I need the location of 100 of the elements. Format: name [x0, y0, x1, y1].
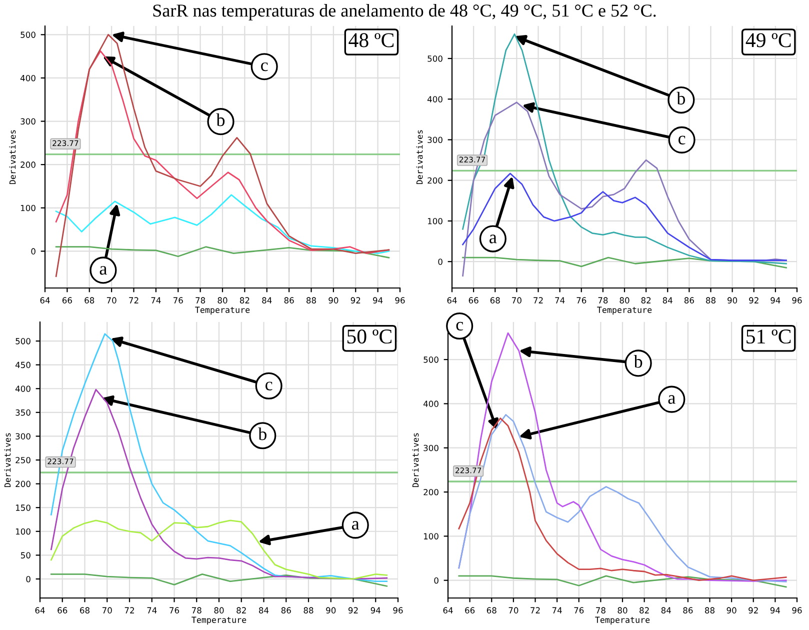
y-tick-label: 400: [423, 400, 438, 407]
x-tick-label: 94: [370, 607, 380, 614]
x-tick-label: 64: [35, 607, 45, 614]
y-tick-label: 50: [21, 552, 30, 558]
x-tick-label: 74: [151, 297, 161, 304]
x-tick-label: 88: [304, 607, 314, 614]
chart-title: SarR nas temperaturas de anelamento de 48 °C, 49 °C, 51 °C e 52 °C.: [153, 4, 656, 20]
y-tick-label: 400: [20, 74, 36, 82]
x-tick-label: 96: [792, 607, 802, 614]
y-tick-label: 200: [16, 480, 30, 488]
annotation: c: [678, 136, 686, 144]
y-axis-title: Derivatives: [4, 433, 11, 488]
x-tick-label: 66: [465, 607, 475, 614]
x-tick-label: 76: [574, 607, 584, 614]
y-tick-label: 300: [20, 118, 36, 125]
annotation: a: [668, 395, 676, 404]
x-tick-label: 88: [705, 607, 714, 614]
y-tick-label: 0: [434, 577, 438, 584]
annotation: b: [216, 113, 225, 126]
annotation: 51 ºC: [746, 330, 791, 344]
y-tick-label: 0: [31, 248, 36, 254]
x-axis-title: Temperature: [597, 306, 652, 315]
x-tick-label: 76: [576, 297, 586, 304]
y-tick-label: 350: [16, 409, 30, 416]
x-tick-label: 70: [508, 607, 518, 614]
annotation: 49 ºC: [746, 33, 791, 48]
x-tick-label: 70: [106, 297, 116, 304]
x-tick-label: 84: [262, 297, 272, 304]
x-tick-label: 68: [490, 297, 500, 304]
y-tick-label: 300: [16, 433, 30, 440]
y-tick-label: 500: [16, 338, 30, 344]
x-tick-label: 94: [373, 297, 383, 304]
x-tick-label: 90: [728, 297, 738, 304]
y-tick-label: 500: [428, 55, 442, 62]
x-tick-label: 90: [328, 297, 338, 304]
x-tick-label: 80: [218, 297, 228, 304]
annotation: a: [352, 521, 360, 530]
x-tick-label: 68: [80, 607, 90, 614]
y-tick-label: 100: [20, 204, 36, 212]
x-tick-label: 76: [174, 297, 183, 304]
x-tick-label: 86: [281, 607, 291, 614]
x-tick-label: 66: [468, 297, 478, 304]
x-tick-label: 78: [196, 297, 206, 304]
x-tick-label: 92: [749, 297, 758, 304]
annotation: c: [261, 62, 268, 72]
y-tick-label: 150: [16, 504, 30, 511]
x-tick-label: 90: [726, 607, 736, 614]
x-tick-label: 64: [443, 607, 453, 614]
x-tick-label: 80: [620, 297, 630, 304]
x-tick-label: 80: [618, 607, 628, 614]
x-tick-label: 72: [129, 297, 138, 304]
x-tick-label: 64: [40, 297, 50, 304]
x-tick-label: 84: [259, 607, 269, 614]
x-tick-label: 68: [486, 607, 496, 614]
annotation: a: [100, 266, 107, 275]
y-tick-label: 400: [427, 96, 442, 102]
line-series: [55, 246, 390, 258]
y-tick-label: 200: [20, 162, 36, 168]
y-tick-label: 300: [428, 136, 442, 144]
x-tick-label: 84: [662, 297, 672, 304]
x-tick-label: 88: [706, 297, 716, 304]
y-tick-label: 0: [26, 576, 30, 582]
x-tick-label: 82: [640, 607, 649, 614]
y-tick-label: 200: [424, 488, 438, 496]
x-tick-label: 92: [748, 607, 758, 614]
line-series: [50, 574, 388, 587]
x-tick-label: 96: [393, 607, 403, 614]
x-tick-label: 74: [147, 607, 157, 614]
x-tick-label: 82: [240, 297, 250, 304]
y-tick-label: 100: [428, 218, 442, 224]
x-tick-label: 78: [192, 607, 202, 614]
x-tick-label: 78: [596, 607, 606, 614]
x-axis-title: Temperature: [192, 616, 246, 625]
annotation: 50 ºC: [347, 330, 392, 344]
x-tick-label: 72: [534, 297, 543, 304]
x-axis-title: Temperature: [595, 616, 650, 625]
x-tick-label: 86: [683, 607, 693, 614]
x-tick-label: 70: [512, 297, 522, 304]
x-tick-label: 96: [395, 297, 405, 304]
annotation: b: [258, 427, 266, 440]
x-tick-label: 96: [792, 297, 802, 304]
line-series: [55, 194, 390, 254]
x-axis-title: Temperature: [195, 306, 250, 315]
annotation: c: [456, 322, 464, 331]
x-tick-label: 66: [58, 607, 68, 614]
annotation: a: [490, 234, 497, 244]
x-tick-label: 84: [661, 607, 671, 614]
x-tick-label: 78: [598, 297, 608, 304]
x-tick-label: 94: [770, 297, 780, 304]
y-axis-title: Derivatives: [9, 130, 16, 184]
x-tick-label: 92: [348, 607, 358, 614]
y-tick-label: 0: [438, 258, 442, 265]
line-series: [458, 575, 787, 588]
y-axis-title: Derivatives: [412, 433, 419, 488]
annotation: b: [676, 92, 686, 105]
y-axis-title: Derivatives: [416, 130, 423, 184]
y-tick-label: 200: [428, 177, 442, 184]
annotation: b: [634, 355, 642, 368]
y-tick-label: 400: [15, 386, 30, 392]
y-tick-label: 450: [15, 362, 30, 368]
